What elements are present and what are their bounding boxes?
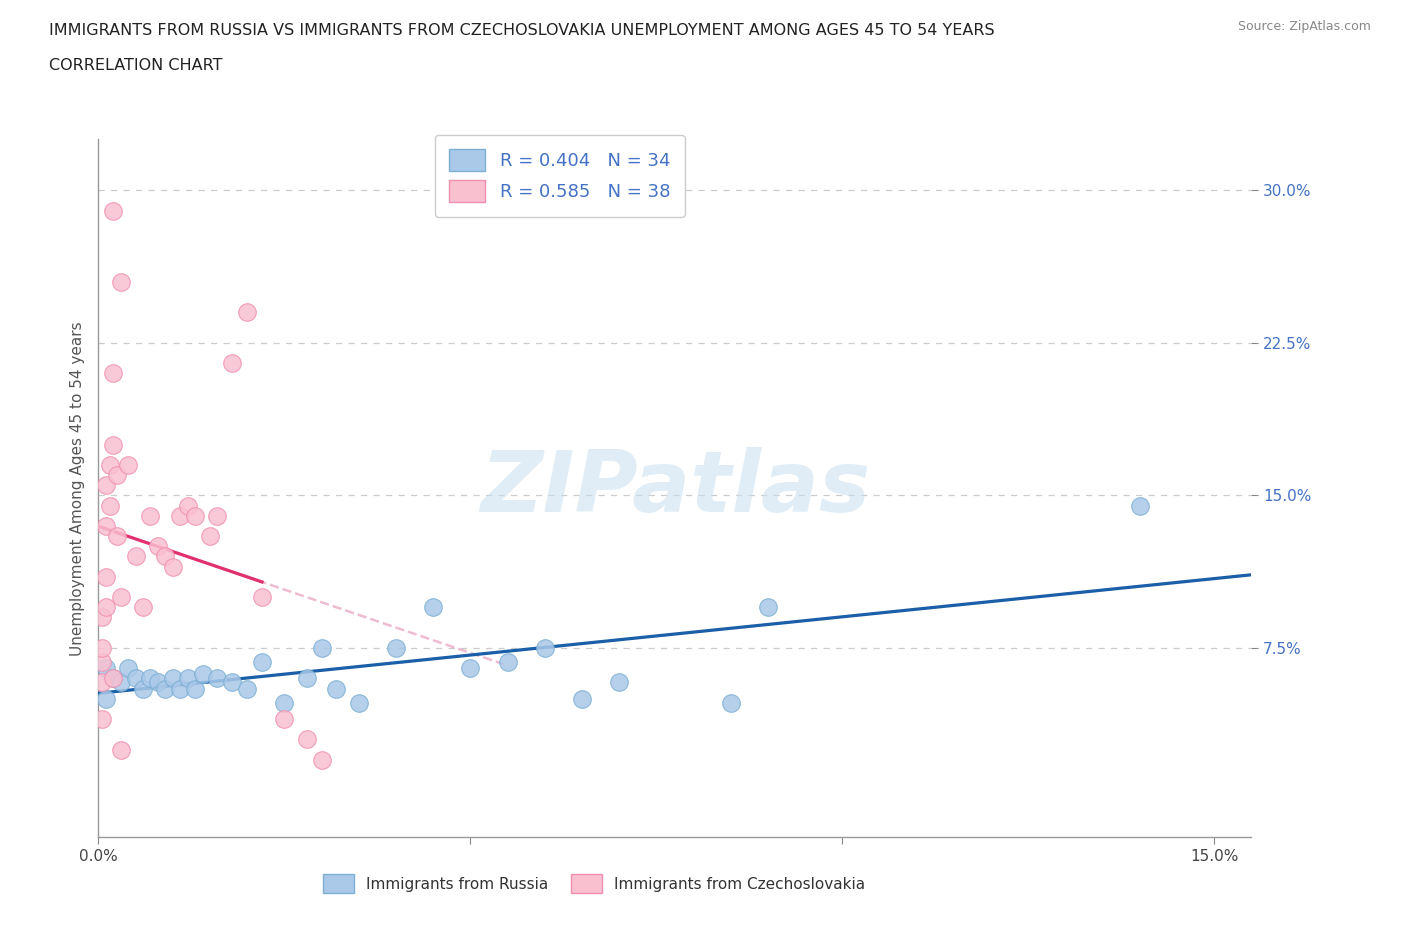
Text: IMMIGRANTS FROM RUSSIA VS IMMIGRANTS FROM CZECHOSLOVAKIA UNEMPLOYMENT AMONG AGES: IMMIGRANTS FROM RUSSIA VS IMMIGRANTS FRO… <box>49 23 995 38</box>
Point <box>207 671 229 685</box>
Point <box>132 681 155 696</box>
Point <box>250 655 273 670</box>
Point <box>110 742 132 757</box>
Point <box>94 478 117 493</box>
Point <box>325 681 347 696</box>
Point <box>422 600 444 615</box>
Point <box>496 655 519 670</box>
Point <box>105 528 128 543</box>
Point <box>607 675 630 690</box>
Point <box>94 518 117 533</box>
Point <box>191 667 214 682</box>
Point <box>91 610 114 625</box>
Point <box>103 671 125 685</box>
Point <box>110 274 132 289</box>
Point <box>110 590 132 604</box>
Text: CORRELATION CHART: CORRELATION CHART <box>49 58 222 73</box>
Point <box>169 681 191 696</box>
Point <box>221 675 243 690</box>
Point <box>184 509 207 524</box>
Point <box>236 305 259 320</box>
Point <box>98 498 121 513</box>
Point <box>139 509 162 524</box>
Point <box>117 458 139 472</box>
Point <box>385 641 408 656</box>
Point <box>273 711 295 726</box>
Point <box>91 641 114 656</box>
Point <box>198 528 221 543</box>
Point <box>311 752 333 767</box>
Point <box>146 675 169 690</box>
Point <box>169 509 191 524</box>
Point <box>720 696 742 711</box>
Point <box>91 655 114 670</box>
Point <box>110 675 132 690</box>
Point <box>91 711 114 726</box>
Point <box>176 671 198 685</box>
Point <box>311 641 333 656</box>
Point <box>103 437 125 452</box>
Point <box>250 590 273 604</box>
Point <box>117 661 139 676</box>
Point <box>221 356 243 371</box>
Point <box>533 641 555 656</box>
Point <box>176 498 198 513</box>
Point <box>146 538 169 553</box>
Point <box>105 468 128 483</box>
Point <box>347 696 370 711</box>
Point <box>132 600 155 615</box>
Point <box>162 671 184 685</box>
Point <box>162 559 184 574</box>
Point <box>295 732 318 747</box>
Point <box>98 458 121 472</box>
Point <box>124 549 146 564</box>
Text: Source: ZipAtlas.com: Source: ZipAtlas.com <box>1237 20 1371 33</box>
Point <box>756 600 779 615</box>
Point <box>94 661 117 676</box>
Point <box>460 661 482 676</box>
Point <box>236 681 259 696</box>
Point <box>155 549 177 564</box>
Point <box>91 675 114 690</box>
Point <box>273 696 295 711</box>
Point <box>94 600 117 615</box>
Point <box>124 671 146 685</box>
Point <box>295 671 318 685</box>
Point <box>1129 498 1152 513</box>
Point <box>184 681 207 696</box>
Point <box>103 365 125 380</box>
Y-axis label: Unemployment Among Ages 45 to 54 years: Unemployment Among Ages 45 to 54 years <box>69 321 84 656</box>
Point <box>155 681 177 696</box>
Point <box>103 204 125 219</box>
Point <box>571 691 593 706</box>
Point <box>94 569 117 584</box>
Legend: Immigrants from Russia, Immigrants from Czechoslovakia: Immigrants from Russia, Immigrants from … <box>318 869 872 899</box>
Point <box>207 509 229 524</box>
Point <box>139 671 162 685</box>
Point <box>103 671 125 685</box>
Point <box>94 691 117 706</box>
Text: ZIPatlas: ZIPatlas <box>479 446 870 530</box>
